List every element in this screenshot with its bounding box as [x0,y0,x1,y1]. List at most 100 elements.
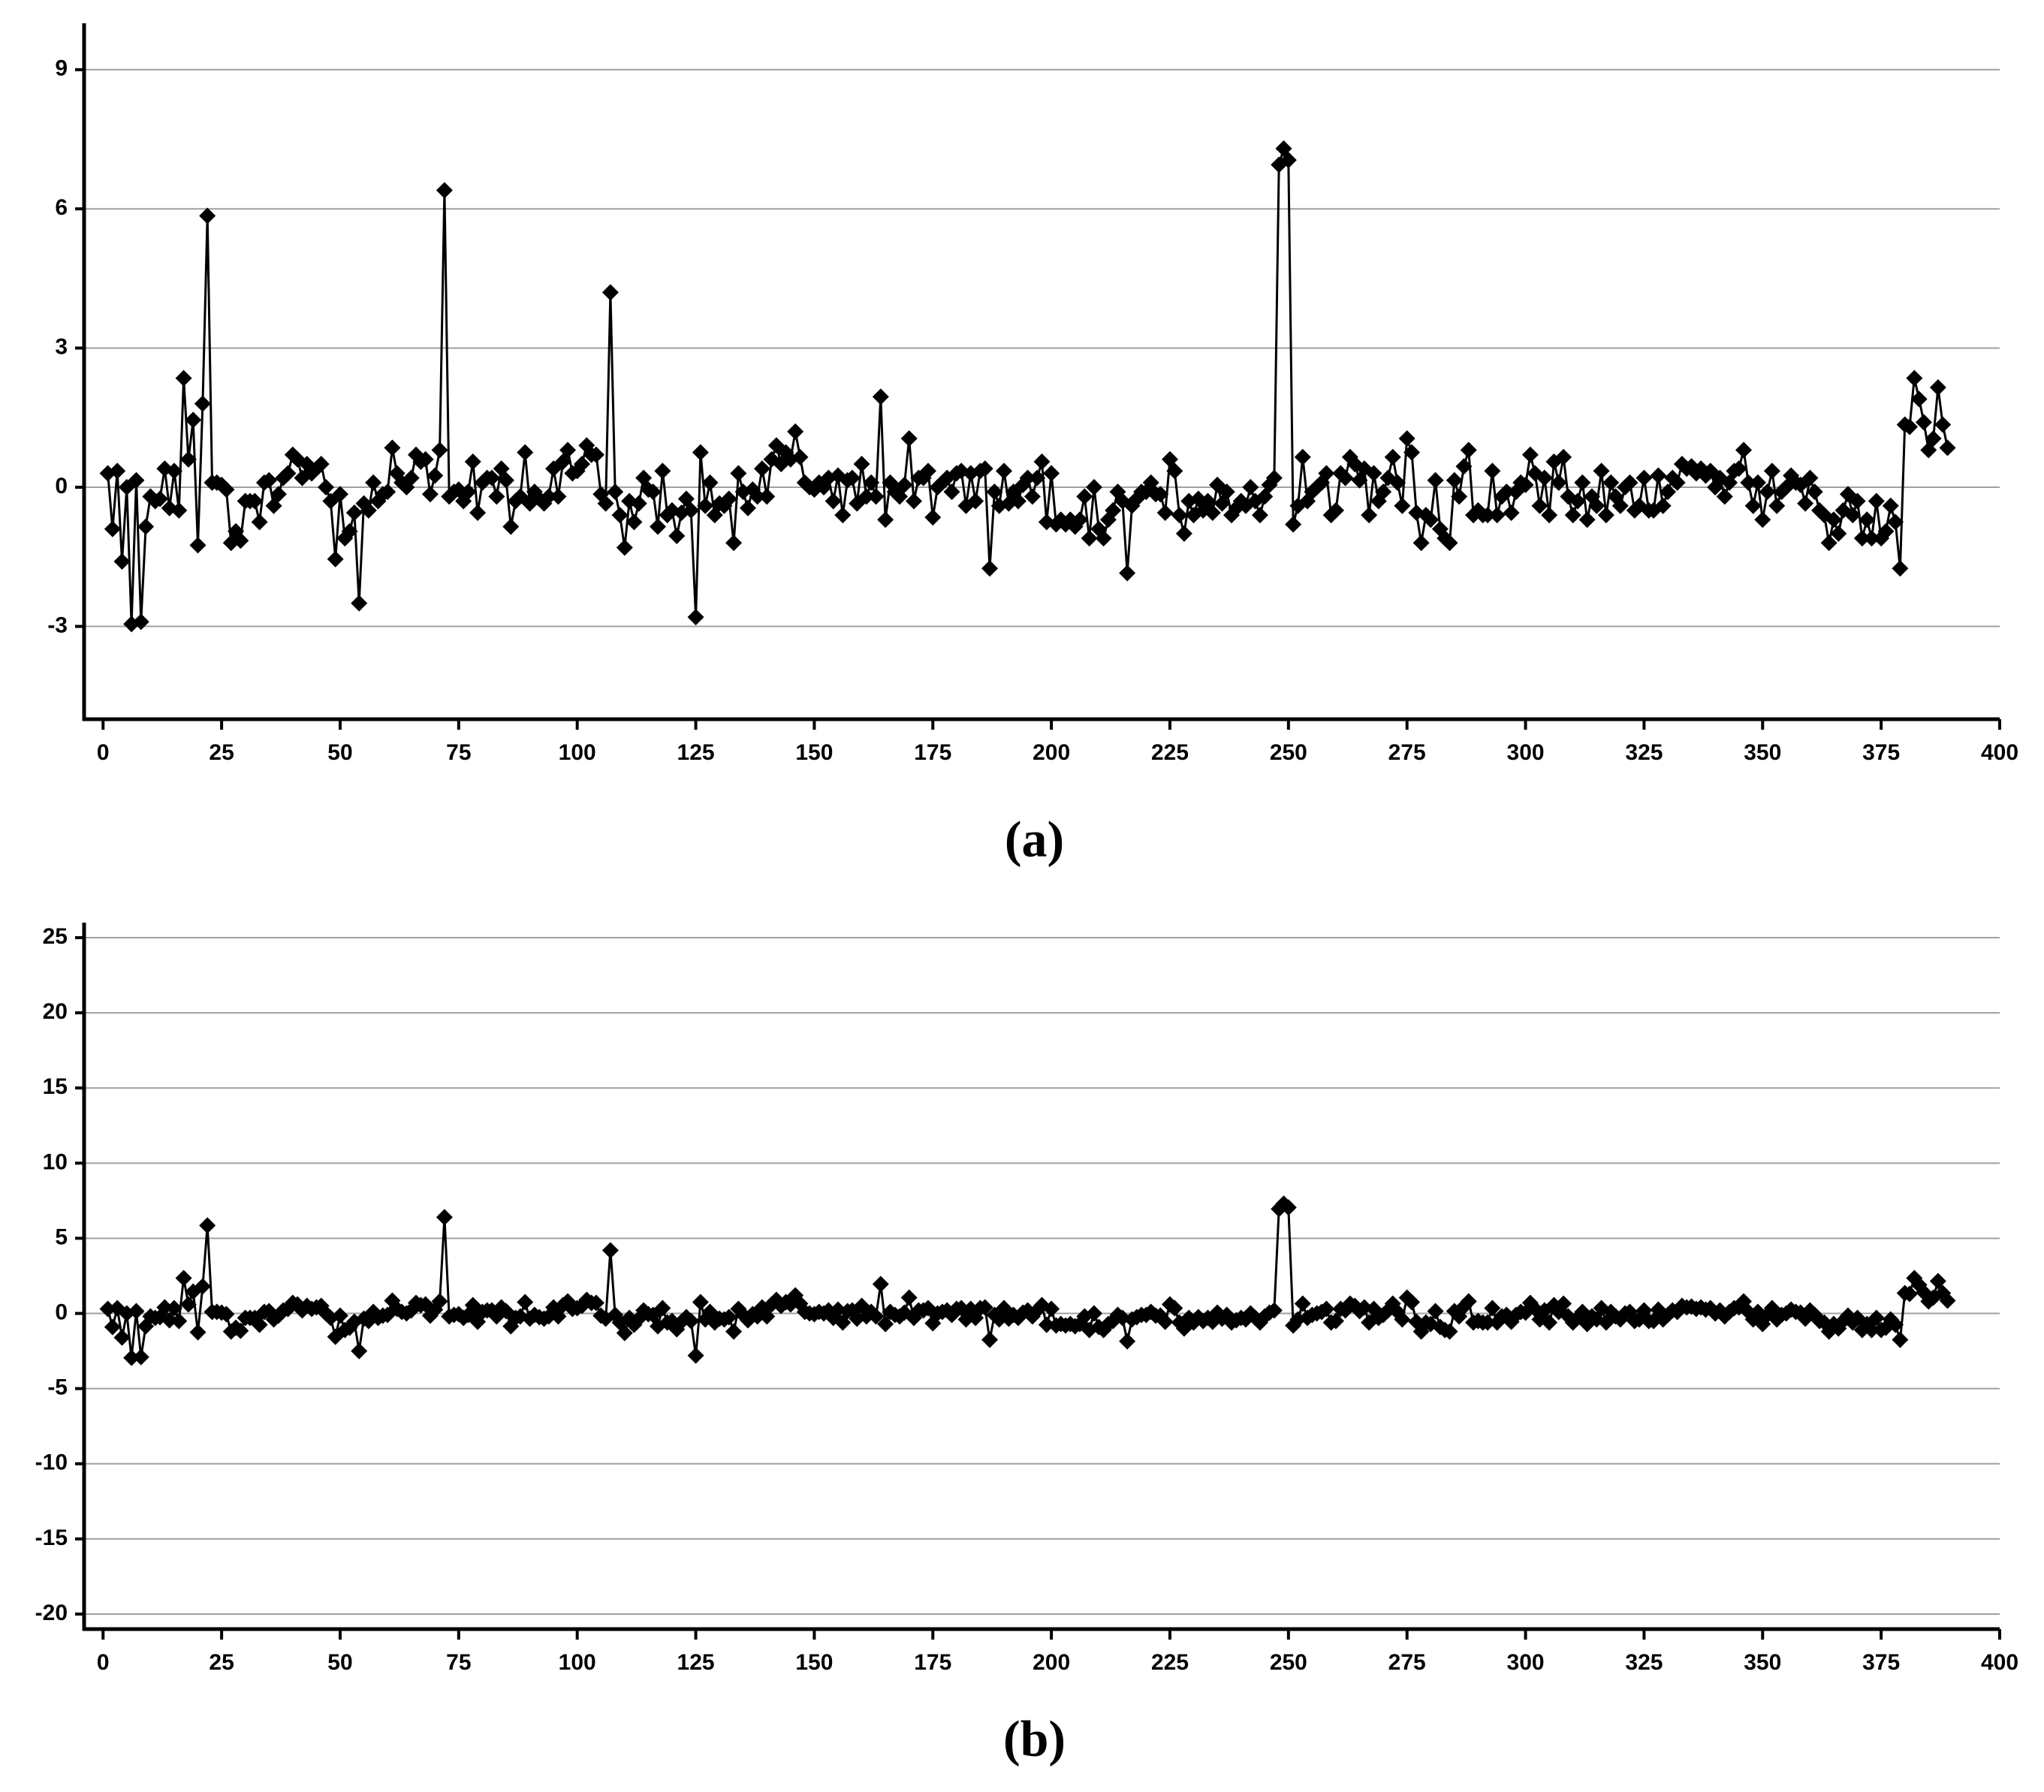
y-tick-label: 15 [43,1074,68,1099]
data-point [587,1294,604,1312]
data-point [1744,497,1762,514]
data-point [232,1322,249,1339]
data-point [417,450,434,468]
data-point [318,479,335,495]
data-point [1574,474,1591,491]
data-point [758,488,776,505]
data-point [692,1294,709,1311]
data-point [1043,1300,1060,1318]
data-point [1517,476,1534,493]
data-point [246,492,264,510]
data-point [692,444,709,461]
x-tick-label: 175 [914,740,951,765]
data-point [331,486,348,503]
x-tick-label: 175 [914,1650,951,1675]
data-point [758,1308,776,1325]
data-point [834,507,852,524]
data-point [1925,430,1942,447]
data-point [331,1307,348,1324]
data-point [919,462,936,480]
data-point [877,511,894,529]
y-tick-label: 6 [55,195,68,220]
data-point [1280,1199,1297,1216]
data-point [1735,441,1753,459]
data-point [1593,462,1610,480]
data-point [261,471,278,489]
data-point [179,450,197,468]
data-point [644,483,662,501]
data-point [1939,1292,1956,1309]
x-tick-label: 400 [1981,740,2018,765]
data-point [550,488,567,505]
data-point [1441,1323,1458,1340]
data-point [687,1347,704,1364]
data-point [1716,488,1733,505]
data-point [1204,504,1221,521]
data-point [1318,465,1335,482]
data-point [791,448,809,465]
data-point [730,465,747,482]
data-point [113,553,131,570]
data-point [825,492,842,510]
data-point [1265,1302,1283,1319]
data-point [1441,535,1458,552]
data-point [1446,471,1463,489]
data-point [740,499,757,517]
data-point [981,560,999,577]
data-point [1892,560,1909,577]
data-point [1740,474,1757,491]
data-point [1460,1293,1477,1310]
data-point [170,1312,188,1330]
data-point [611,507,629,524]
data-point [109,462,126,480]
data-point [1455,458,1473,475]
y-tick-label: 0 [55,474,68,498]
data-point [1730,460,1747,477]
data-point [574,456,591,473]
data-point [540,488,557,505]
data-point [1412,535,1430,552]
data-point [872,1275,889,1293]
data-point [436,1209,453,1226]
data-point [976,460,993,477]
data-point [1024,488,1041,505]
data-point [156,1299,173,1316]
x-tick-label: 300 [1507,740,1545,765]
x-tick-label: 225 [1151,740,1189,765]
data-point [1887,1316,1904,1333]
data-point [189,537,207,554]
data-point [981,1331,999,1348]
y-tick-label: -5 [47,1375,68,1400]
y-tick-label: -20 [35,1601,68,1625]
data-point [896,476,913,493]
data-point [161,1312,178,1329]
data-point [488,488,505,505]
data-point [1929,1272,1946,1290]
x-tick-label: 300 [1507,1650,1545,1675]
data-point [787,423,804,440]
data-point [251,514,268,531]
data-line [107,1202,1949,1360]
x-tick-label: 250 [1270,740,1307,765]
x-tick-label: 275 [1388,1650,1426,1675]
data-point [1389,474,1406,491]
data-point [1849,492,1866,510]
data-point [1166,462,1183,480]
data-point [1085,479,1102,495]
data-point [1564,507,1581,524]
data-point [1801,469,1819,486]
data-point [1422,511,1440,529]
data-point [165,1300,182,1317]
data-point [1043,465,1060,482]
data-point [104,520,121,538]
data-point [360,501,377,519]
data-point [654,462,671,480]
x-tick-label: 25 [209,1650,234,1675]
data-point [99,1300,116,1318]
data-point [1119,1333,1136,1350]
x-tick-label: 375 [1862,740,1900,765]
x-tick-label: 150 [795,1650,833,1675]
x-tick-label: 25 [209,740,234,765]
x-tick-label: 125 [677,1650,715,1675]
